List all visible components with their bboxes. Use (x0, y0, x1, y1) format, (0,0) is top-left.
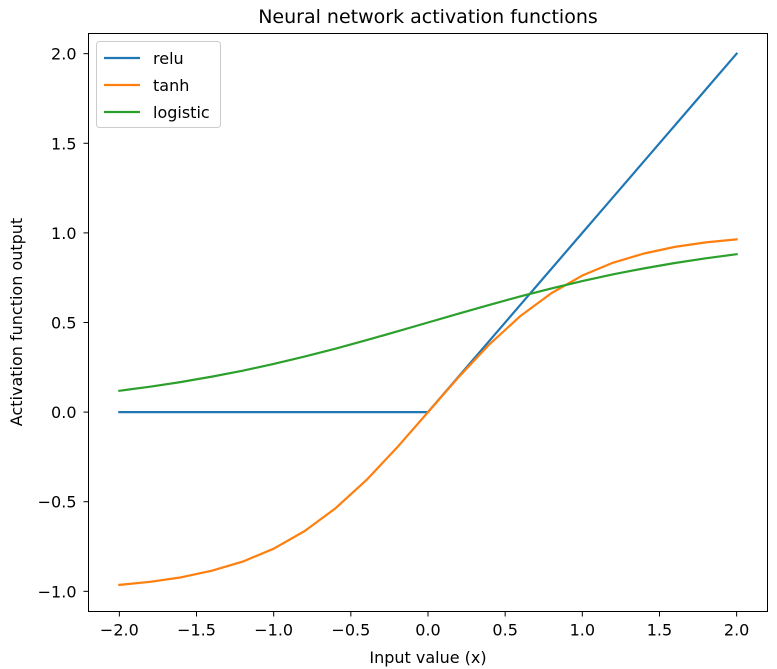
x-tick-label: −1.5 (177, 621, 216, 640)
x-tick-label: −1.0 (254, 621, 293, 640)
x-tick-label: 1.5 (647, 621, 672, 640)
y-axis-label: Activation function output (7, 218, 26, 426)
y-axis-ticks: −1.0 −0.5 0.0 0.5 1.0 1.5 2.0 (38, 45, 89, 601)
y-tick-label: −1.0 (38, 582, 77, 601)
y-tick-label: −0.5 (38, 493, 77, 512)
chart-title: Neural network activation functions (258, 6, 598, 28)
y-tick-label: 0.0 (51, 403, 76, 422)
legend: relu tanh logistic (96, 41, 221, 128)
x-tick-label: 1.0 (570, 621, 595, 640)
series-line-tanh (118, 238, 738, 587)
legend-box (96, 41, 221, 128)
x-axis-ticks: −2.0 −1.5 −1.0 −0.5 0.0 0.5 1.0 1.5 2.0 (100, 611, 749, 640)
y-tick-label: 1.5 (51, 134, 76, 153)
y-tick-label: 0.5 (51, 314, 76, 333)
y-tick-label: 1.0 (51, 224, 76, 243)
legend-label-relu: relu (153, 49, 184, 68)
x-tick-label: −2.0 (100, 621, 139, 640)
legend-label-logistic: logistic (153, 103, 210, 122)
x-axis-label: Input value (x) (369, 648, 486, 667)
y-tick-label: 2.0 (51, 45, 76, 64)
series-line-logistic (118, 252, 738, 393)
x-tick-label: 2.0 (724, 621, 749, 640)
plot-lines (118, 52, 739, 587)
legend-label-tanh: tanh (153, 76, 189, 95)
x-tick-label: 0.5 (492, 621, 517, 640)
x-tick-label: −0.5 (331, 621, 370, 640)
x-tick-label: 0.0 (415, 621, 440, 640)
